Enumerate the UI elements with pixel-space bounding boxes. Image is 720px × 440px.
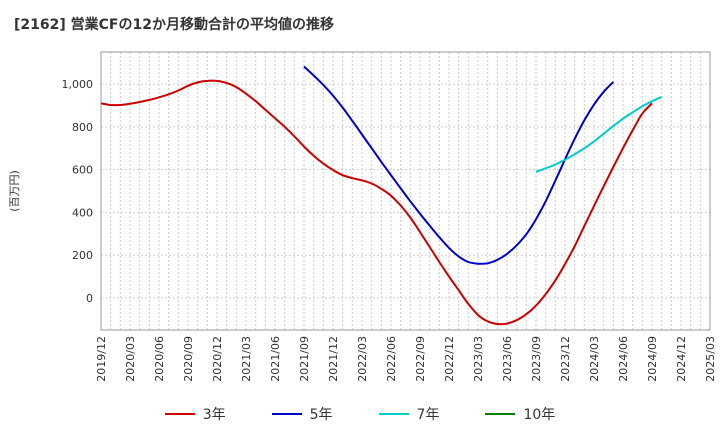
legend-item: 7年 [378,404,440,424]
legend-label: 3年 [202,407,226,423]
legend-label: 10年 [523,407,556,423]
legend-swatch [164,413,195,415]
legend: 3年 5年 7年 10年 [0,401,720,427]
x-tick-label: 2021/12 [327,336,340,382]
x-tick-label: 2021/06 [269,336,282,382]
chart-title: [2162] 営業CFの12か月移動合計の平均値の推移 [14,17,334,33]
x-tick-label: 2023/03 [472,336,485,382]
y-tick-label: 800 [72,121,93,134]
legend-swatch [378,413,409,415]
x-tick-label: 2024/09 [646,336,659,382]
vertical-gridlines [110,52,701,330]
x-tick-label: 2019/12 [95,336,108,382]
x-tick-label: 2020/09 [182,336,195,382]
y-tick-label: 600 [72,164,93,177]
x-tick-label: 2024/06 [617,336,630,382]
y-axis-tick-labels: 0 200 400 600 800 1,000 [62,78,94,305]
x-tick-label: 2021/03 [240,336,253,382]
x-tick-label: 2022/03 [356,336,369,382]
legend-label: 5年 [309,407,333,423]
y-tick-label: 200 [72,249,93,262]
x-tick-label: 2023/06 [501,336,514,382]
x-tick-label: 2020/03 [124,336,137,382]
x-tick-label: 2020/12 [211,336,224,382]
x-tick-label: 2024/12 [675,336,688,382]
x-tick-label: 2023/12 [559,336,572,382]
x-tick-label: 2022/12 [443,336,456,382]
y-tick-label: 400 [72,206,93,219]
y-axis-label: (百万円) [8,170,21,212]
y-tick-label: 1,000 [62,78,94,91]
x-tick-label: 2023/09 [530,336,543,382]
x-axis-tick-labels: 2019/12 2020/03 2020/06 2020/09 2020/12 2021/… [95,336,717,382]
x-tick-label: 2021/09 [298,336,311,382]
y-tick-label: 0 [86,292,93,305]
x-tick-label: 2024/03 [588,336,601,382]
legend-label: 7年 [416,407,440,423]
legend-item: 3年 [164,404,226,424]
plot-area-frame [100,51,711,331]
horizontal-gridlines [101,83,710,299]
legend-swatch [485,413,516,415]
x-tick-label: 2022/06 [385,336,398,382]
series-line-3年 [100,79,653,326]
x-tick-label: 2020/06 [153,336,166,382]
x-tick-label: 2022/09 [414,336,427,382]
legend-item: 10年 [485,404,555,424]
legend-swatch [271,413,302,415]
legend-item: 5年 [271,404,333,424]
x-tick-label: 2025/03 [704,336,717,382]
series-line-5年 [303,65,615,265]
series-lines [100,65,663,326]
series-line-7年 [535,95,663,173]
